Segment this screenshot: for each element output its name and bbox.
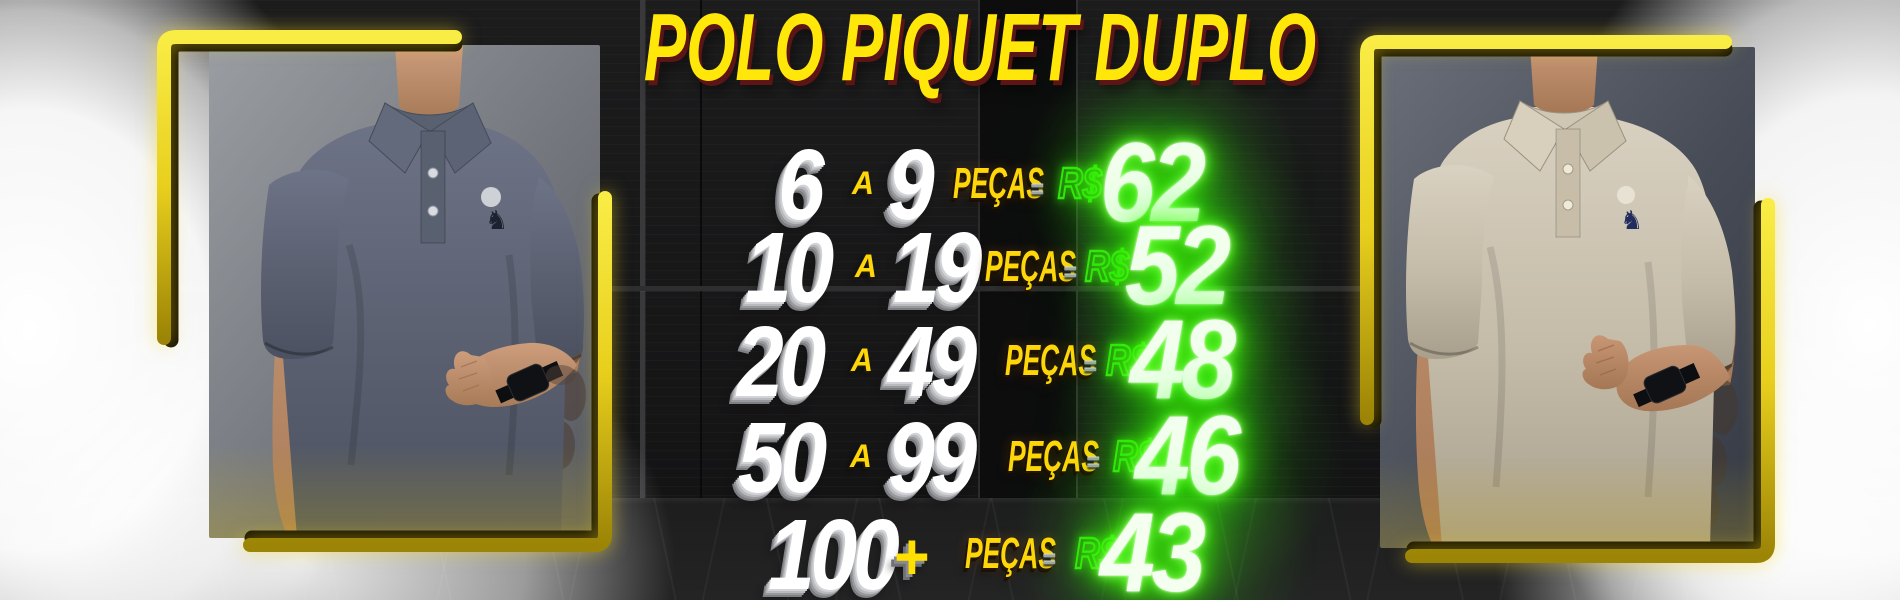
tier-price-value: 52 xyxy=(1125,203,1231,328)
tier-unit-label: PEÇAS xyxy=(953,159,1044,208)
tier-unit-label: PEÇAS xyxy=(1008,432,1099,481)
tier-qty-from: 100 xyxy=(768,499,900,600)
tier-connector: A xyxy=(851,342,873,378)
tier-qty-from: 50 xyxy=(738,402,827,514)
tier-currency-symbol: R$ xyxy=(1074,529,1120,578)
tier-qty-from: 20 xyxy=(737,306,826,418)
tier-equals-sign: = xyxy=(1042,544,1056,574)
tier-qty-to: 19 xyxy=(893,212,982,324)
tier-currency-symbol: R$ xyxy=(1084,242,1130,291)
tier-qty-from: 6 xyxy=(778,129,825,241)
tier-connector: A xyxy=(855,248,877,284)
tier-qty-to: 49 xyxy=(888,306,977,418)
tier-connector-plus: + xyxy=(893,519,929,593)
tier-equals-sign: = xyxy=(1030,174,1044,204)
tier-qty-from: 10 xyxy=(745,212,834,324)
page-title: POLO PIQUET DUPLO xyxy=(643,0,1317,101)
wall-seam xyxy=(0,286,1900,291)
tier-equals-sign: = xyxy=(1086,447,1100,477)
tier-currency-symbol: R$ xyxy=(1105,336,1151,385)
tier-equals-sign: = xyxy=(1063,257,1077,287)
tier-price-value: 48 xyxy=(1130,297,1236,422)
tier-currency-symbol: R$ xyxy=(1112,432,1158,481)
tier-qty-to: 99 xyxy=(888,402,977,514)
tier-currency-symbol: R$ xyxy=(1057,159,1103,208)
tier-price-value: 62 xyxy=(1100,120,1206,245)
tier-unit-label: PEÇAS xyxy=(1005,336,1096,385)
tier-unit-label: PEÇAS xyxy=(985,242,1076,291)
tier-unit-label: PEÇAS xyxy=(965,529,1056,578)
tier-price-value: 43 xyxy=(1100,490,1206,600)
headline: POLO PIQUET DUPLO xyxy=(471,0,1490,96)
tier-connector: A xyxy=(852,165,874,201)
tier-price-value: 46 xyxy=(1135,393,1241,518)
tier-connector: A xyxy=(850,438,872,474)
tier-qty-to: 9 xyxy=(888,129,935,241)
tier-equals-sign: = xyxy=(1083,351,1097,381)
